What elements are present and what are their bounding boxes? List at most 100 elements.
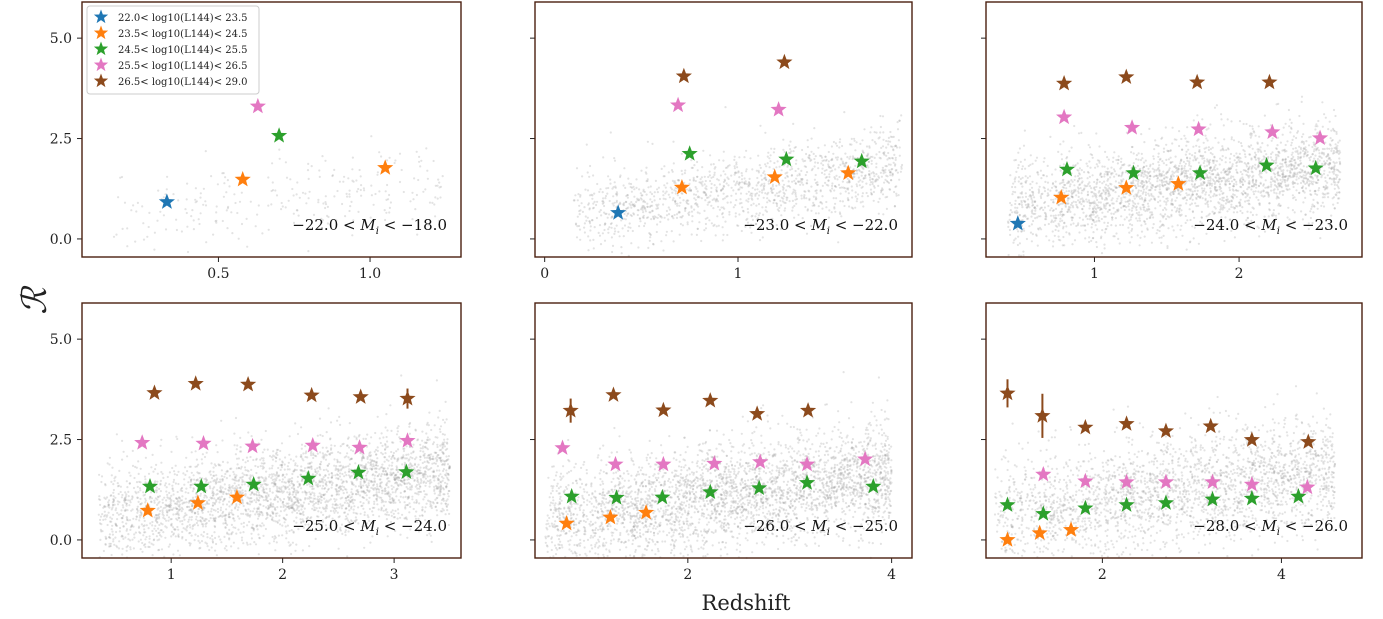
background-point xyxy=(782,183,786,186)
panel-3: 1 2−24.0 < Mi < −23.0 xyxy=(981,1,1363,282)
background-point xyxy=(868,157,872,160)
background-point xyxy=(588,175,591,178)
background-point xyxy=(1191,198,1194,201)
background-point xyxy=(1077,179,1080,182)
background-point xyxy=(1056,225,1059,228)
background-point xyxy=(1160,180,1163,183)
background-point xyxy=(762,171,765,175)
background-point xyxy=(1329,158,1332,161)
background-point xyxy=(1205,184,1209,187)
background-point xyxy=(1054,186,1058,189)
background-point xyxy=(1017,151,1020,154)
background-point xyxy=(238,517,241,520)
background-point xyxy=(750,197,753,200)
background-point xyxy=(1286,140,1289,143)
background-point xyxy=(1333,165,1336,169)
background-point xyxy=(877,137,880,140)
background-point xyxy=(1142,188,1145,191)
background-point xyxy=(249,200,252,203)
background-point xyxy=(895,146,899,149)
background-point xyxy=(240,191,243,194)
background-point xyxy=(868,173,871,176)
background-point xyxy=(1312,198,1315,201)
background-point xyxy=(1193,189,1196,193)
background-point xyxy=(1204,151,1207,154)
background-point xyxy=(1287,175,1290,178)
background-point xyxy=(1265,171,1268,174)
background-point xyxy=(620,246,623,249)
background-point xyxy=(1207,127,1210,130)
background-point xyxy=(1093,186,1096,189)
background-point xyxy=(746,217,749,220)
background-point xyxy=(1116,210,1119,213)
background-point xyxy=(228,185,231,188)
background-point xyxy=(778,206,781,209)
background-point xyxy=(175,218,178,221)
background-point xyxy=(633,204,637,207)
background-point xyxy=(599,188,602,191)
background-point xyxy=(438,186,441,189)
background-point xyxy=(1151,213,1154,216)
background-point xyxy=(1135,158,1138,161)
background-point xyxy=(1090,187,1093,190)
background-point xyxy=(851,158,854,161)
background-point xyxy=(1107,195,1110,198)
background-point xyxy=(1040,193,1043,196)
background-point xyxy=(784,176,787,179)
background-point xyxy=(772,199,776,202)
background-point xyxy=(1213,155,1216,158)
background-point xyxy=(834,210,837,213)
background-point xyxy=(609,178,612,181)
background-point xyxy=(1324,184,1328,187)
background-point xyxy=(861,192,865,195)
background-point xyxy=(339,472,342,475)
background-point xyxy=(99,515,103,518)
background-point xyxy=(1177,189,1180,192)
background-point xyxy=(1254,181,1258,184)
background-point xyxy=(1304,196,1307,199)
background-point xyxy=(827,165,830,168)
background-point xyxy=(1279,204,1282,207)
background-point xyxy=(1284,143,1287,147)
background-point xyxy=(615,201,618,204)
background-point xyxy=(875,180,878,183)
background-point xyxy=(1166,199,1169,202)
background-point xyxy=(893,153,896,156)
background-point xyxy=(373,474,376,477)
background-point xyxy=(800,194,803,197)
background-point xyxy=(434,215,437,218)
background-point xyxy=(627,229,630,232)
background-point xyxy=(132,517,135,520)
background-point xyxy=(879,131,882,134)
background-point xyxy=(846,156,849,159)
background-point xyxy=(1080,224,1083,227)
background-point xyxy=(164,228,168,231)
background-point xyxy=(1142,169,1145,172)
background-point xyxy=(670,169,674,172)
background-point xyxy=(1265,153,1268,156)
background-point xyxy=(1270,152,1273,156)
background-point xyxy=(650,218,653,221)
background-point xyxy=(275,541,278,544)
background-point xyxy=(210,510,213,513)
background-point xyxy=(1103,243,1106,246)
background-point xyxy=(316,452,319,455)
background-point xyxy=(604,212,607,215)
background-point xyxy=(750,223,753,226)
background-point xyxy=(1106,156,1109,159)
background-point xyxy=(755,169,758,172)
background-point xyxy=(1135,208,1138,212)
background-point xyxy=(715,225,718,228)
background-point xyxy=(710,190,713,194)
background-point xyxy=(674,200,677,203)
background-point xyxy=(439,196,442,199)
background-point xyxy=(1028,206,1031,209)
background-point xyxy=(1183,174,1186,177)
background-point xyxy=(737,170,740,173)
background-point xyxy=(850,143,853,146)
background-point xyxy=(1165,201,1168,204)
background-point xyxy=(574,194,577,197)
background-point xyxy=(1240,144,1243,148)
background-point xyxy=(1064,204,1067,207)
background-point xyxy=(1112,212,1115,215)
